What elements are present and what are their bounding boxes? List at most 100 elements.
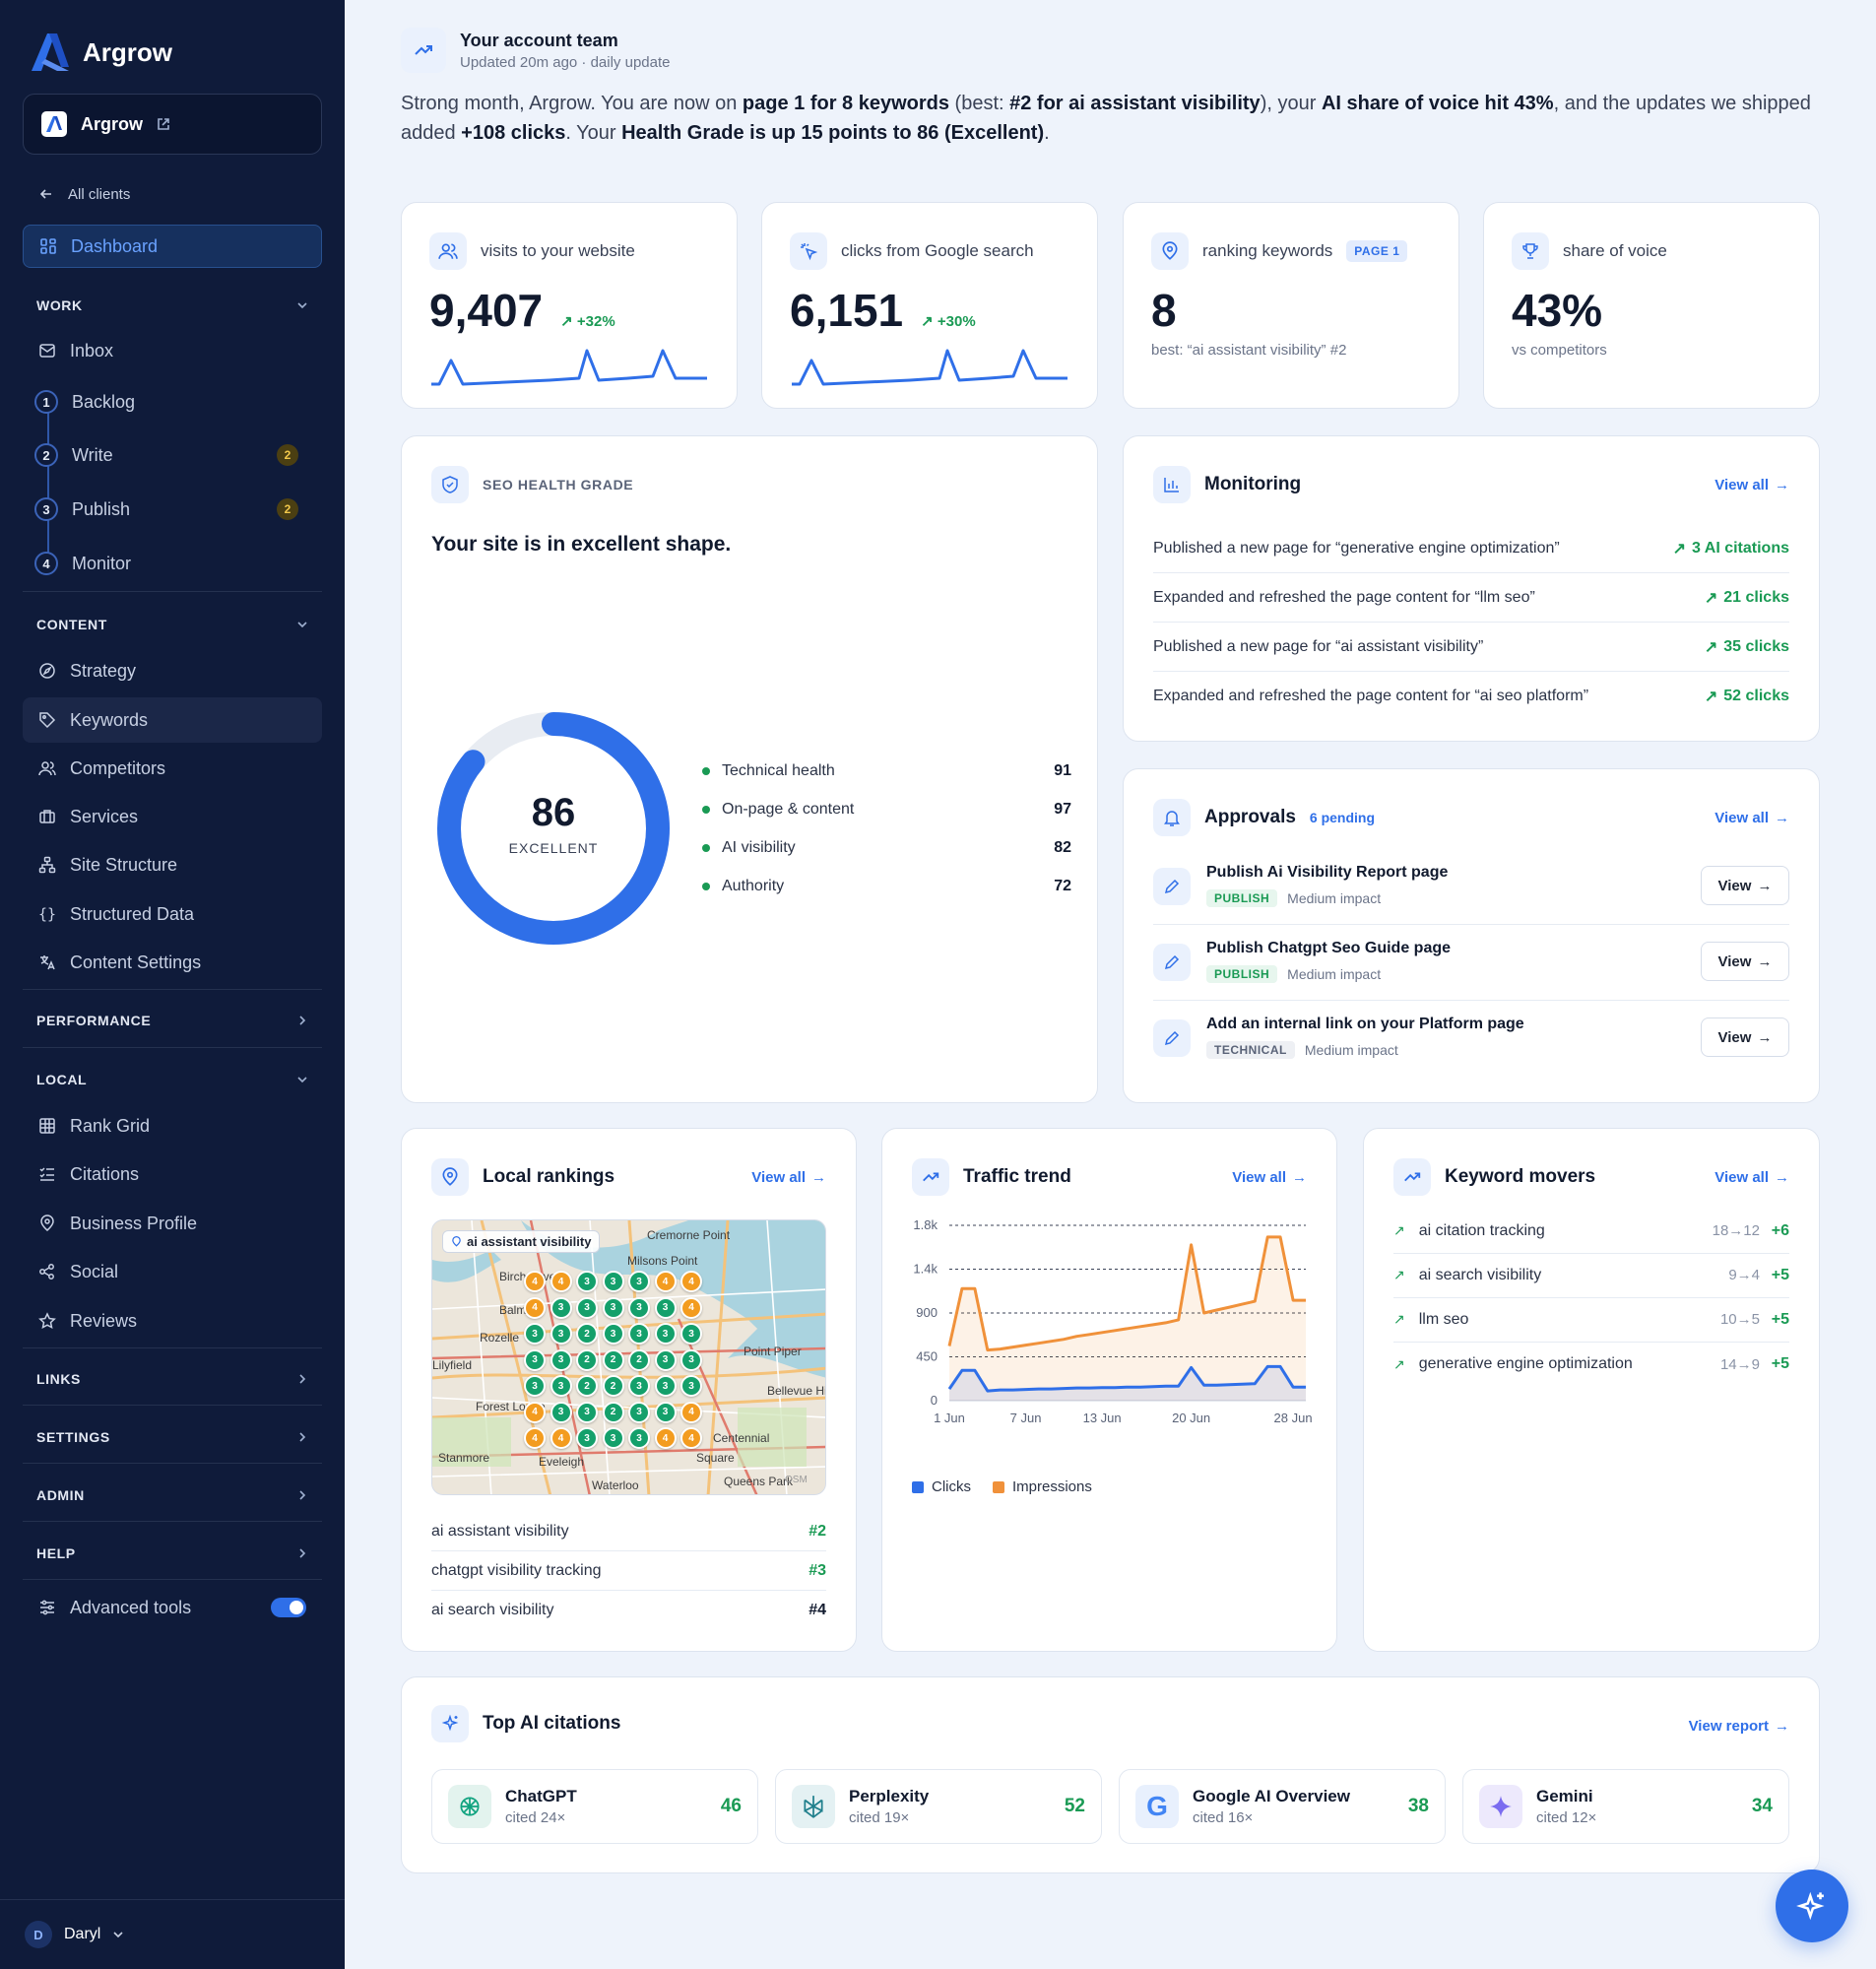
- rank-dot[interactable]: 4: [680, 1401, 702, 1423]
- rank-dot[interactable]: 3: [576, 1271, 598, 1292]
- citation-source-card[interactable]: Perplexity cited 19× 52: [775, 1769, 1102, 1844]
- rank-dot[interactable]: 3: [680, 1348, 702, 1371]
- sidebar-item-dashboard[interactable]: Dashboard: [23, 225, 322, 268]
- rank-dot[interactable]: 3: [628, 1375, 650, 1397]
- section-content[interactable]: CONTENT: [23, 611, 322, 638]
- rank-dot[interactable]: 3: [654, 1323, 677, 1345]
- rank-dot[interactable]: 3: [602, 1427, 624, 1449]
- section-performance[interactable]: PERFORMANCE: [23, 1007, 322, 1034]
- rank-dot[interactable]: 4: [550, 1427, 572, 1449]
- local-ranking-row[interactable]: chatgpt visibility tracking #3: [431, 1551, 826, 1591]
- rank-dot[interactable]: 3: [524, 1323, 546, 1345]
- rank-dot[interactable]: 3: [550, 1348, 572, 1371]
- sidebar-item-strategy[interactable]: Strategy: [23, 654, 322, 688]
- rank-dot[interactable]: 4: [680, 1296, 702, 1319]
- sidebar-item-services[interactable]: Services: [23, 800, 322, 833]
- monitoring-row[interactable]: Expanded and refreshed the page content …: [1153, 672, 1789, 721]
- rank-dot[interactable]: 3: [524, 1375, 546, 1397]
- rank-dot[interactable]: 4: [524, 1296, 546, 1319]
- section-local[interactable]: LOCAL: [23, 1066, 322, 1093]
- rank-dot[interactable]: 3: [550, 1375, 572, 1397]
- sidebar-item-backlog[interactable]: 1 Backlog: [19, 386, 318, 418]
- rank-dot[interactable]: 4: [654, 1271, 677, 1292]
- sidebar-item-publish[interactable]: 3 Publish 2: [19, 493, 318, 525]
- sidebar-item-site-structure[interactable]: Site Structure: [23, 848, 322, 882]
- view-report-link[interactable]: View report →: [1689, 1718, 1789, 1735]
- rank-dot[interactable]: 2: [576, 1348, 598, 1371]
- rank-dot[interactable]: 4: [524, 1401, 546, 1423]
- sidebar-item-rank-grid[interactable]: Rank Grid: [23, 1109, 322, 1143]
- back-to-clients-link[interactable]: All clients: [23, 180, 322, 208]
- sidebar-item-monitor[interactable]: 4 Monitor: [19, 548, 318, 579]
- local-view-all-link[interactable]: View all →: [751, 1169, 826, 1186]
- rank-grid-map[interactable]: ai assistant visibility Cremorne Point Mi…: [431, 1219, 826, 1495]
- rank-dot[interactable]: 3: [524, 1348, 546, 1371]
- rank-dot[interactable]: 4: [524, 1427, 546, 1449]
- movers-view-all-link[interactable]: View all →: [1714, 1169, 1789, 1186]
- rank-dot[interactable]: 2: [602, 1401, 624, 1423]
- rank-dot[interactable]: 4: [524, 1271, 546, 1292]
- monitoring-row[interactable]: Expanded and refreshed the page content …: [1153, 573, 1789, 623]
- rank-dot[interactable]: 3: [628, 1271, 650, 1292]
- rank-dot[interactable]: 3: [576, 1296, 598, 1319]
- rank-dot[interactable]: 3: [654, 1375, 677, 1397]
- monitoring-row[interactable]: Published a new page for “ai assistant v…: [1153, 623, 1789, 672]
- series-line-clicks[interactable]: [947, 1364, 1306, 1393]
- rank-dot[interactable]: 3: [680, 1323, 702, 1345]
- user-menu[interactable]: D Daryl: [25, 1921, 124, 1948]
- sidebar-item-keywords[interactable]: Keywords: [23, 697, 322, 743]
- rank-dot[interactable]: 3: [602, 1323, 624, 1345]
- rank-dot[interactable]: 4: [680, 1427, 702, 1449]
- rank-dot[interactable]: 3: [654, 1401, 677, 1423]
- sidebar-item-inbox[interactable]: Inbox: [23, 335, 322, 366]
- rank-dot[interactable]: 3: [628, 1323, 650, 1345]
- series-line-impressions[interactable]: [947, 1235, 1306, 1352]
- keyword-mover-row[interactable]: ↗ generative engine optimization 14→9 +5: [1393, 1342, 1789, 1387]
- sidebar-item-business-profile[interactable]: Business Profile: [23, 1207, 322, 1240]
- sidebar-item-social[interactable]: Social: [23, 1255, 322, 1288]
- advanced-tools-toggle[interactable]: [271, 1598, 306, 1617]
- ai-assistant-button[interactable]: [1776, 1870, 1848, 1942]
- local-ranking-row[interactable]: ai assistant visibility #2: [431, 1512, 826, 1551]
- sidebar-item-reviews[interactable]: Reviews: [23, 1304, 322, 1338]
- rank-dot[interactable]: 3: [680, 1375, 702, 1397]
- sidebar-item-write[interactable]: 2 Write 2: [19, 439, 318, 471]
- citation-source-card[interactable]: G Google AI Overview cited 16× 38: [1119, 1769, 1446, 1844]
- rank-dot[interactable]: 4: [550, 1271, 572, 1292]
- keyword-mover-row[interactable]: ↗ ai citation tracking 18→12 +6: [1393, 1209, 1789, 1254]
- rank-dot[interactable]: 3: [576, 1427, 598, 1449]
- section-settings[interactable]: SETTINGS: [23, 1423, 322, 1451]
- rank-dot[interactable]: 2: [628, 1348, 650, 1371]
- rank-dot[interactable]: 3: [654, 1296, 677, 1319]
- sidebar-item-structured-data[interactable]: {} Structured Data: [23, 897, 322, 931]
- approval-view-button[interactable]: View →: [1701, 866, 1789, 905]
- rank-dot[interactable]: 3: [550, 1323, 572, 1345]
- section-help[interactable]: HELP: [23, 1540, 322, 1567]
- section-work[interactable]: WORK: [23, 292, 322, 319]
- citation-source-card[interactable]: Gemini cited 12× 34: [1462, 1769, 1789, 1844]
- rank-dot[interactable]: 4: [654, 1427, 677, 1449]
- rank-dot[interactable]: 3: [654, 1348, 677, 1371]
- rank-dot[interactable]: 3: [602, 1296, 624, 1319]
- rank-dot[interactable]: 4: [680, 1271, 702, 1292]
- rank-dot[interactable]: 3: [628, 1427, 650, 1449]
- section-links[interactable]: LINKS: [23, 1365, 322, 1393]
- rank-dot[interactable]: 3: [576, 1401, 598, 1423]
- rank-dot[interactable]: 3: [550, 1401, 572, 1423]
- section-admin[interactable]: ADMIN: [23, 1481, 322, 1509]
- approval-view-button[interactable]: View →: [1701, 1017, 1789, 1057]
- rank-dot[interactable]: 2: [576, 1323, 598, 1345]
- local-ranking-row[interactable]: ai search visibility #4: [431, 1591, 826, 1630]
- rank-dot[interactable]: 3: [628, 1296, 650, 1319]
- monitoring-view-all-link[interactable]: View all →: [1714, 477, 1789, 493]
- brand-logo[interactable]: Argrow: [28, 30, 172, 75]
- keyword-mover-row[interactable]: ↗ ai search visibility 9→4 +5: [1393, 1253, 1789, 1298]
- rank-dot[interactable]: 3: [550, 1296, 572, 1319]
- keyword-mover-row[interactable]: ↗ llm seo 10→5 +5: [1393, 1297, 1789, 1343]
- rank-dot[interactable]: 2: [602, 1375, 624, 1397]
- traffic-view-all-link[interactable]: View all →: [1232, 1169, 1307, 1186]
- rank-dot[interactable]: 2: [602, 1348, 624, 1371]
- citation-source-card[interactable]: ChatGPT cited 24× 46: [431, 1769, 758, 1844]
- sidebar-item-content-settings[interactable]: Content Settings: [23, 946, 322, 979]
- monitoring-row[interactable]: Published a new page for “generative eng…: [1153, 524, 1789, 573]
